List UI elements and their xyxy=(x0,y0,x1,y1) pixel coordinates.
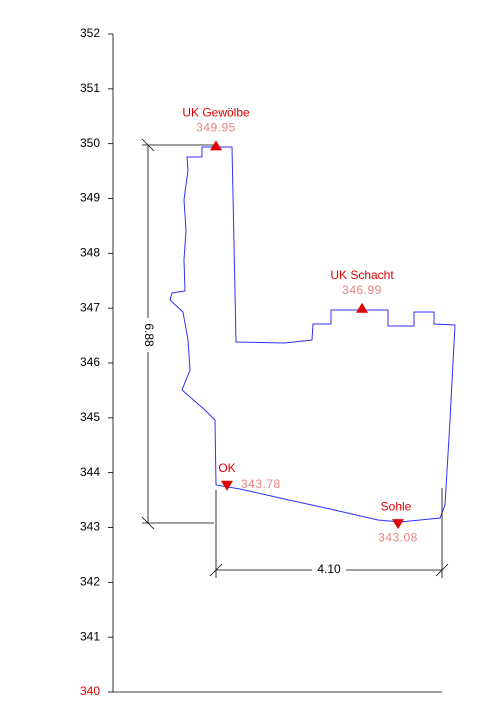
tick-label: 349 xyxy=(80,191,100,205)
marker-label: OK xyxy=(218,461,235,475)
marker-triangle xyxy=(210,140,222,151)
dim-tick xyxy=(435,563,449,577)
marker-triangle xyxy=(392,519,404,530)
marker-value: 343.08 xyxy=(378,530,418,544)
tick-label: 342 xyxy=(80,575,100,589)
tick-label: 347 xyxy=(80,300,100,314)
dim-tick xyxy=(209,563,223,577)
marker-value: 349.95 xyxy=(196,121,236,135)
tick-label: 350 xyxy=(80,136,100,150)
dim-label-bg xyxy=(312,562,346,578)
tick-label: 346 xyxy=(80,355,100,369)
tick-label: 351 xyxy=(80,81,100,95)
tick-label: 348 xyxy=(80,246,100,260)
marker-value: 343.78 xyxy=(241,477,281,491)
marker-label: UK Schacht xyxy=(330,268,394,282)
tick-label: 345 xyxy=(80,410,100,424)
tick-label: 352 xyxy=(80,26,100,40)
dim-tick xyxy=(141,138,155,152)
shaft-outline xyxy=(169,146,456,523)
tick-label: 344 xyxy=(80,465,100,479)
marker-label: UK Gewölbe xyxy=(182,106,250,120)
marker-triangle xyxy=(356,302,368,313)
dim-height-label: 6.88 xyxy=(142,323,156,347)
dim-label-bg xyxy=(140,318,156,352)
dim-tick xyxy=(141,516,155,530)
marker-triangle xyxy=(221,480,233,491)
marker-label: Sohle xyxy=(381,499,412,513)
marker-value: 346.99 xyxy=(342,283,382,297)
tick-label: 343 xyxy=(80,520,100,534)
dim-width-label: 4.10 xyxy=(317,562,341,576)
tick-label: 340 xyxy=(80,684,100,698)
tick-label: 341 xyxy=(80,629,100,643)
